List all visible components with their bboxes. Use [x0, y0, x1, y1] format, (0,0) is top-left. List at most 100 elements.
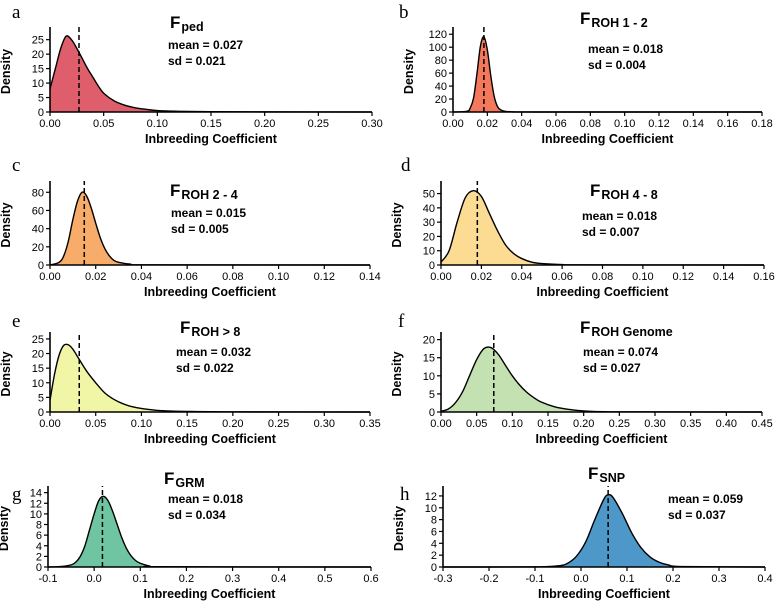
x-tick-label-f-5: 0.25 — [609, 418, 630, 430]
y-axis-title-d: Density — [390, 202, 404, 247]
sd-label-g: sd = 0.034 — [168, 508, 226, 522]
y-tick-label-h-3: 6 — [431, 526, 437, 538]
y-tick-label-g-4: 8 — [36, 520, 42, 532]
y-tick-label-a-5: 25 — [32, 35, 44, 47]
panel-letter-g: g — [12, 484, 22, 505]
sd-label-h: sd = 0.037 — [668, 508, 726, 522]
density-curve-c — [49, 191, 371, 266]
x-tick-label-a-2: 0.10 — [147, 118, 168, 130]
x-tick-label-a-5: 0.25 — [308, 118, 329, 130]
x-tick-label-f-6: 0.30 — [644, 418, 665, 430]
x-tick-label-h-5: 0.2 — [665, 573, 680, 585]
density-area-f — [441, 347, 762, 412]
x-axis-title-d: Inbreeding Coefficient — [537, 285, 670, 299]
density-area-h — [443, 494, 765, 568]
sd-label-a: sd = 0.021 — [168, 54, 226, 68]
x-tick-label-e-1: 0.05 — [85, 418, 106, 430]
x-tick-label-f-0: 0.00 — [430, 418, 451, 430]
y-tick-label-h-5: 10 — [425, 503, 437, 515]
y-tick-label-b-1: 20 — [435, 94, 447, 106]
x-tick-label-d-3: 0.06 — [551, 271, 572, 283]
x-tick-label-d-4: 0.08 — [592, 271, 613, 283]
panel-title-g: FGRM — [164, 469, 205, 490]
x-tick-label-d-1: 0.02 — [471, 271, 492, 283]
x-tick-label-e-7: 0.35 — [359, 418, 380, 430]
y-tick-label-d-4: 40 — [423, 203, 435, 215]
x-tick-label-f-3: 0.15 — [537, 418, 558, 430]
y-tick-label-d-3: 30 — [423, 217, 435, 229]
x-tick-label-b-6: 0.12 — [648, 118, 669, 130]
y-tick-label-c-1: 20 — [32, 242, 44, 254]
x-tick-label-h-7: 0.4 — [757, 573, 772, 585]
y-tick-label-b-3: 60 — [435, 68, 447, 80]
x-axis-title-a: Inbreeding Coefficient — [145, 132, 278, 146]
panel-b: 0.00 0.02 0.04 0.06 0.08 0.10 0.12 0.14 0.16 0.18… — [399, 2, 773, 146]
sd-label-d: sd = 0.007 — [582, 225, 640, 239]
y-tick-label-d-1: 10 — [423, 246, 435, 258]
density-curve-f — [440, 346, 763, 413]
x-tick-label-a-6: 0.30 — [361, 118, 382, 130]
density-area-a — [50, 35, 372, 112]
x-tick-label-h-4: 0.1 — [619, 573, 634, 585]
y-tick-label-h-6: 12 — [425, 491, 437, 503]
x-tick-label-g-5: 0.4 — [271, 573, 286, 585]
mean-label-a: mean = 0.027 — [168, 38, 243, 52]
y-tick-label-c-2: 40 — [32, 224, 44, 236]
x-axis-title-b: Inbreeding Coefficient — [542, 132, 675, 146]
y-tick-label-e-3: 15 — [32, 363, 44, 375]
y-axis-title-c: Density — [0, 202, 13, 247]
sd-label-c: sd = 0.005 — [171, 222, 229, 236]
mean-label-g: mean = 0.018 — [168, 492, 243, 506]
panel-d: 0.00 0.02 0.04 0.06 0.08 0.10 0.12 0.14 0.16 0 10 2… — [390, 155, 775, 299]
density-curve-g — [47, 495, 372, 568]
x-tick-label-c-7: 0.14 — [359, 271, 380, 283]
x-tick-label-b-3: 0.06 — [545, 118, 566, 130]
y-tick-label-d-2: 20 — [423, 231, 435, 243]
x-tick-label-d-6: 0.12 — [673, 271, 694, 283]
x-tick-label-g-1: 0.0 — [86, 573, 101, 585]
density-curve-e — [49, 343, 371, 413]
y-tick-label-g-3: 6 — [36, 530, 42, 542]
y-tick-label-b-5: 100 — [429, 42, 447, 54]
x-tick-label-e-6: 0.30 — [314, 418, 335, 430]
panel-letter-h: h — [400, 484, 410, 505]
panel-letter-a: a — [12, 2, 21, 23]
x-tick-label-e-2: 0.10 — [131, 418, 152, 430]
x-tick-label-c-0: 0.00 — [39, 271, 60, 283]
y-tick-label-f-0: 0 — [429, 407, 435, 419]
x-tick-label-f-2: 0.10 — [502, 418, 523, 430]
y-axis-title-e: Density — [0, 351, 13, 396]
y-tick-label-d-5: 50 — [423, 189, 435, 201]
y-tick-label-c-0: 0 — [38, 260, 44, 272]
y-tick-label-h-0: 0 — [431, 562, 437, 574]
x-tick-label-e-0: 0.00 — [39, 418, 60, 430]
y-tick-label-a-1: 5 — [38, 93, 44, 105]
y-tick-label-h-4: 8 — [431, 515, 437, 527]
density-area-g — [48, 496, 371, 567]
panel-c: 0.00 0.02 0.04 0.06 0.08 0.10 0.12 0.14 0 20 40 60 8… — [0, 155, 381, 299]
x-tick-label-b-7: 0.14 — [683, 118, 704, 130]
x-tick-label-f-4: 0.20 — [573, 418, 594, 430]
y-tick-label-f-4: 20 — [423, 335, 435, 347]
x-tick-label-a-4: 0.20 — [254, 118, 275, 130]
mean-label-c: mean = 0.015 — [171, 206, 246, 220]
panel-letter-d: d — [401, 155, 411, 176]
x-tick-label-e-4: 0.20 — [222, 418, 243, 430]
y-tick-label-e-1: 5 — [38, 392, 44, 404]
x-tick-label-d-2: 0.04 — [511, 271, 532, 283]
mean-label-h: mean = 0.059 — [668, 492, 743, 506]
density-area-c — [50, 192, 370, 265]
y-tick-label-b-4: 80 — [435, 55, 447, 67]
x-tick-label-f-8: 0.40 — [716, 418, 737, 430]
y-tick-label-f-1: 5 — [429, 389, 435, 401]
x-tick-label-b-8: 0.16 — [717, 118, 738, 130]
x-tick-label-c-3: 0.06 — [176, 271, 197, 283]
x-tick-label-h-2: -0.1 — [526, 573, 545, 585]
y-tick-label-g-1: 2 — [36, 551, 42, 563]
y-axis-title-g: Density — [0, 506, 11, 551]
x-axis-title-g: Inbreeding Coefficient — [144, 587, 277, 601]
y-tick-label-a-0: 0 — [38, 107, 44, 119]
y-tick-label-g-6: 12 — [30, 498, 42, 510]
